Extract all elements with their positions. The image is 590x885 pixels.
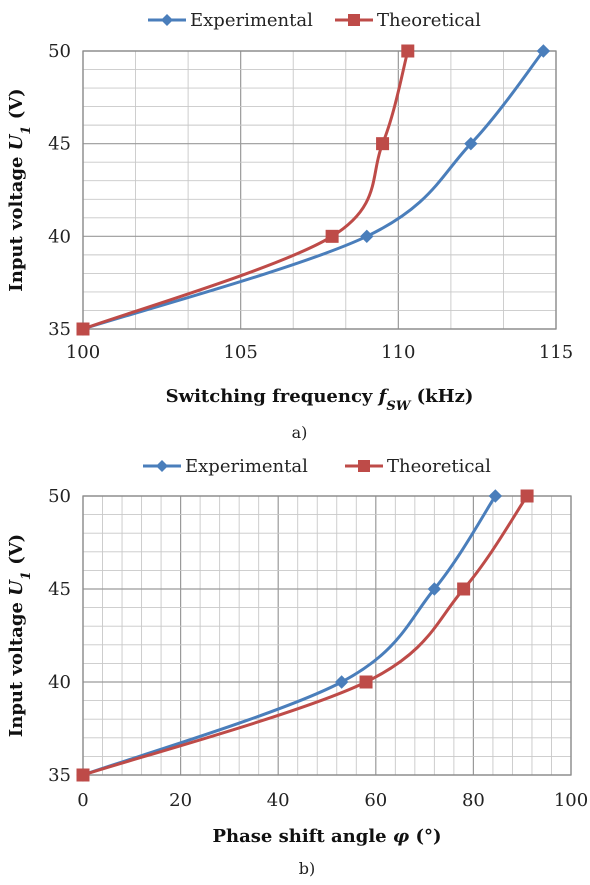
data-point-diamond	[360, 229, 374, 244]
y-tick-label: 45	[48, 579, 71, 600]
x-tick-label: 0	[77, 790, 88, 811]
y-tick-label: 35	[48, 765, 71, 786]
legend: Experimental Theoretical	[148, 10, 481, 31]
x-tick-label: 40	[267, 790, 290, 811]
plot-area-frame	[82, 50, 557, 330]
legend-marker-square	[348, 14, 360, 26]
grid	[82, 50, 557, 330]
legend-label: Experimental	[185, 456, 308, 477]
data-point-diamond	[334, 675, 349, 689]
data-point-diamond	[464, 136, 478, 151]
grid	[82, 495, 572, 776]
series-line	[82, 495, 497, 777]
x-tick-label: 115	[539, 342, 573, 363]
x-axis-title: Phase shift angle φ (°)	[212, 826, 441, 847]
data-point-diamond	[536, 44, 551, 58]
y-axis-title: Input voltage U1 (V)	[6, 534, 34, 737]
y-tick-label: 45	[48, 134, 71, 155]
y-tick-label: 40	[48, 226, 71, 247]
data-point-square	[325, 229, 339, 243]
x-tick-label: 60	[364, 790, 387, 811]
series-line	[82, 50, 545, 331]
y-axis-title: Input voltage U1 (V)	[6, 88, 34, 291]
series-line	[82, 50, 410, 331]
data-point-diamond	[488, 489, 503, 503]
x-tick-label: 105	[223, 342, 257, 363]
x-tick-label: 100	[554, 790, 588, 811]
legend-marker-diamond	[161, 14, 173, 26]
legend-marker-square	[358, 460, 370, 472]
series-theoretical	[76, 489, 534, 782]
data-point-square	[401, 44, 415, 58]
y-tick-label: 50	[48, 41, 71, 62]
series-theoretical	[76, 44, 415, 336]
data-point-diamond	[427, 582, 442, 596]
x-tick-label: 20	[169, 790, 192, 811]
data-point-square	[76, 768, 90, 782]
chart-b: 0 20 40 60 80 100 35 40 45 50 Phase shift angle φ …	[6, 456, 588, 878]
y-tick-label: 50	[48, 486, 71, 507]
chart-a: 100 105 110 115 35 40 45 50 Switching frequency …	[6, 10, 573, 442]
x-tick-label: 110	[381, 342, 415, 363]
series-line	[82, 495, 529, 777]
figure-caption: b)	[299, 859, 315, 878]
x-tick-label: 80	[462, 790, 485, 811]
data-point-square	[76, 322, 90, 336]
x-axis-title: Switching frequency fSW (kHz)	[166, 386, 474, 414]
legend: Experimental Theoretical	[143, 456, 491, 477]
y-tick-label: 40	[48, 672, 71, 693]
data-point-square	[457, 582, 471, 596]
x-tick-label: 100	[66, 342, 100, 363]
legend-label: Experimental	[190, 10, 313, 31]
legend-label: Theoretical	[387, 456, 491, 477]
data-point-square	[376, 137, 390, 151]
legend-label: Theoretical	[377, 10, 481, 31]
y-tick-label: 35	[48, 319, 71, 340]
data-point-square	[359, 675, 373, 689]
figure-caption: a)	[292, 423, 308, 442]
plot-area-frame	[82, 495, 572, 776]
data-point-square	[520, 489, 534, 503]
legend-marker-diamond	[156, 460, 168, 472]
